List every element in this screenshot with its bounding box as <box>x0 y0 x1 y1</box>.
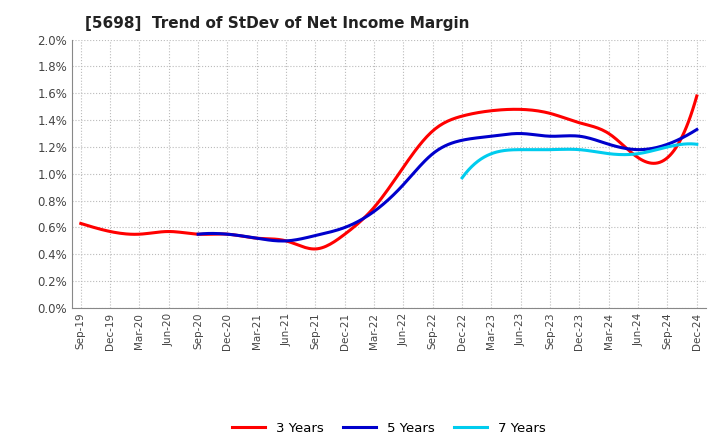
5 Years <box>492 133 501 138</box>
7 Years <box>459 174 467 180</box>
5 Years <box>196 231 204 237</box>
7 Years <box>670 143 679 148</box>
7 Years <box>656 146 665 151</box>
7 Years <box>601 150 610 156</box>
3 Years <box>637 157 646 162</box>
7 Years <box>685 141 694 147</box>
3 Years <box>456 114 464 119</box>
5 Years <box>693 127 701 132</box>
3 Years <box>444 119 452 124</box>
5 Years <box>194 231 202 237</box>
7 Years <box>693 142 701 147</box>
7 Years <box>597 150 606 155</box>
3 Years <box>598 127 606 132</box>
5 Years <box>490 133 499 139</box>
Line: 3 Years: 3 Years <box>81 96 697 249</box>
Line: 7 Years: 7 Years <box>462 144 697 178</box>
3 Years <box>693 93 701 99</box>
3 Years <box>445 117 454 123</box>
3 Years <box>310 246 318 252</box>
7 Years <box>598 150 606 155</box>
5 Years <box>279 238 287 244</box>
3 Years <box>78 221 87 227</box>
3 Years <box>76 221 85 226</box>
5 Years <box>500 132 509 137</box>
5 Years <box>647 146 656 151</box>
Line: 5 Years: 5 Years <box>198 129 697 241</box>
7 Years <box>458 175 467 180</box>
Text: [5698]  Trend of StDev of Net Income Margin: [5698] Trend of StDev of Net Income Marg… <box>85 16 469 32</box>
5 Years <box>616 145 624 150</box>
Legend: 3 Years, 5 Years, 7 Years: 3 Years, 5 Years, 7 Years <box>227 417 551 440</box>
